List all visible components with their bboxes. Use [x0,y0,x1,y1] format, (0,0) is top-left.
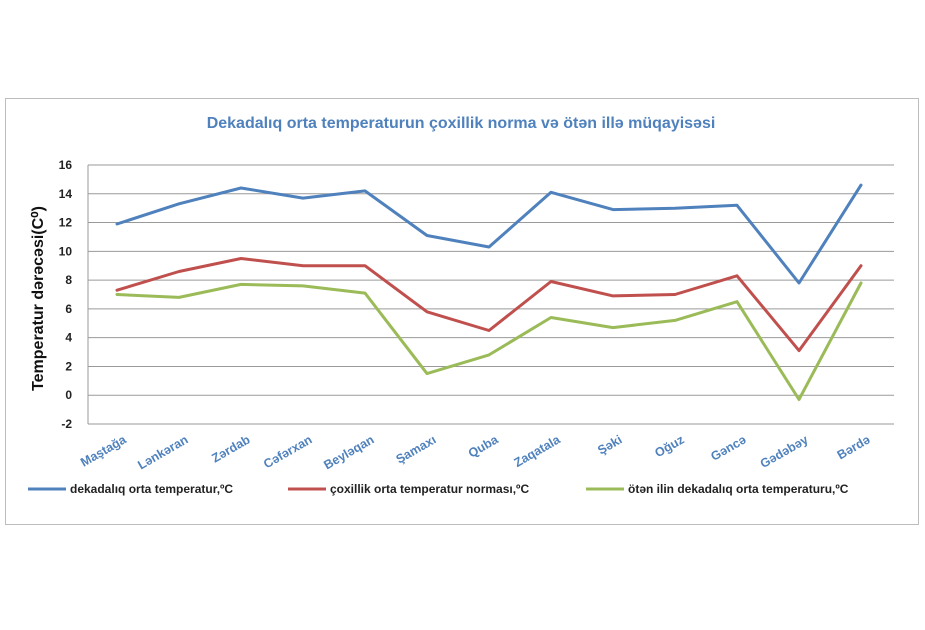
data-point [673,319,677,322]
data-point [549,280,553,283]
x-category-label: Cəfərxan [261,432,314,471]
data-point [611,208,615,211]
x-category-label: Quba [466,432,502,461]
series-line-2 [115,257,863,353]
legend-label: ötən ilin dekadalıq orta temperaturu,ºC [628,482,849,496]
data-point [673,206,677,210]
data-point [115,222,119,226]
y-tick-label: 16 [59,158,73,172]
data-point [735,204,739,207]
data-point [859,264,863,267]
x-category-label: Zaqatala [512,432,564,470]
x-category-label: Gədəbəy [758,432,811,471]
data-point [735,274,739,277]
y-axis-ticks: -2 0 2 4 6 8 10 12 14 16 [59,158,73,431]
y-tick-label: 14 [59,187,73,201]
data-point [239,283,243,286]
series-lines [115,183,863,401]
data-point [487,329,491,332]
data-point [363,291,367,295]
data-point [239,257,243,260]
data-point [673,293,677,296]
x-category-label: Beyləqan [321,432,376,472]
data-point [425,372,429,375]
x-category-label: Lənkəran [135,432,190,472]
data-point [487,353,491,357]
data-point [797,349,801,352]
data-point [797,281,801,285]
line-chart: Dekadalıq orta temperaturun çoxillik nor… [28,115,894,496]
data-point [425,234,429,237]
y-tick-label: 10 [59,244,73,258]
y-tick-label: 2 [65,359,72,373]
legend-label: dekadalıq orta temperatur,ºC [70,482,233,496]
chart-frame: Dekadalıq orta temperaturun çoxillik nor… [5,98,919,525]
x-category-label: Maştağa [78,432,129,470]
grid-lines [87,164,894,425]
x-axis-categories: Maştağa Lənkəran Zərdab Cəfərxan Beyləqan Şam… [78,432,872,472]
data-point [301,264,305,267]
data-point [239,186,243,190]
data-point [115,293,119,296]
x-category-label: Şamaxı [394,432,439,466]
data-point [301,284,305,288]
y-tick-label: 4 [65,331,72,345]
y-tick-label: 8 [65,273,72,287]
data-point [549,191,553,194]
data-point [611,326,615,329]
data-point [859,183,863,187]
x-category-label: Bərdə [835,432,873,462]
legend: dekadalıq orta temperatur,ºC çoxillik ort… [28,482,849,496]
data-point [549,316,553,319]
data-point [177,296,181,299]
data-point [363,264,367,267]
data-point [115,288,119,292]
x-category-label: Zərdab [209,432,252,465]
data-point [859,281,863,285]
data-point [301,196,305,200]
x-category-label: Şəki [595,432,624,457]
y-tick-label: 12 [59,216,73,230]
data-point [797,398,801,401]
x-category-label: Gəncə [708,432,748,463]
data-point [363,189,367,193]
data-point [735,300,739,303]
y-tick-label: 0 [65,388,72,402]
data-point [611,294,615,298]
data-point [177,270,181,273]
chart-title: Dekadalıq orta temperaturun çoxillik nor… [207,115,716,132]
y-tick-label: -2 [61,417,72,431]
series-line-1 [115,183,863,285]
x-category-label: Oğuz [652,432,686,460]
legend-label: çoxillik orta temperatur norması,ºC [330,482,529,496]
data-point [425,310,429,313]
y-tick-label: 6 [65,302,72,316]
data-point [487,245,491,249]
series-line-3 [115,281,863,401]
data-point [177,202,181,206]
y-axis-label: Temperatur dərəcəsi(C⁰) [30,206,47,391]
